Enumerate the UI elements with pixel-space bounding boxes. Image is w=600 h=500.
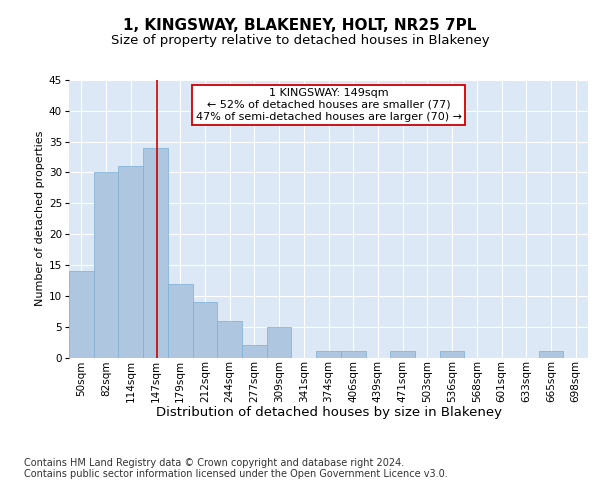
Y-axis label: Number of detached properties: Number of detached properties	[35, 131, 44, 306]
Bar	[539, 352, 563, 358]
Bar	[143, 148, 168, 358]
Bar	[440, 352, 464, 358]
Text: Size of property relative to detached houses in Blakeney: Size of property relative to detached ho…	[110, 34, 490, 47]
Bar	[193, 302, 217, 358]
Bar	[267, 326, 292, 358]
Text: 1, KINGSWAY, BLAKENEY, HOLT, NR25 7PL: 1, KINGSWAY, BLAKENEY, HOLT, NR25 7PL	[124, 18, 476, 32]
Bar	[118, 166, 143, 358]
Bar	[242, 345, 267, 358]
Bar	[69, 271, 94, 358]
Text: 1 KINGSWAY: 149sqm
← 52% of detached houses are smaller (77)
47% of semi-detache: 1 KINGSWAY: 149sqm ← 52% of detached hou…	[196, 88, 461, 122]
Bar	[316, 352, 341, 358]
Bar	[168, 284, 193, 358]
Bar	[390, 352, 415, 358]
Text: Distribution of detached houses by size in Blakeney: Distribution of detached houses by size …	[156, 406, 502, 419]
Bar	[94, 172, 118, 358]
Bar	[341, 352, 365, 358]
Text: Contains HM Land Registry data © Crown copyright and database right 2024.
Contai: Contains HM Land Registry data © Crown c…	[24, 458, 448, 479]
Bar	[217, 320, 242, 358]
